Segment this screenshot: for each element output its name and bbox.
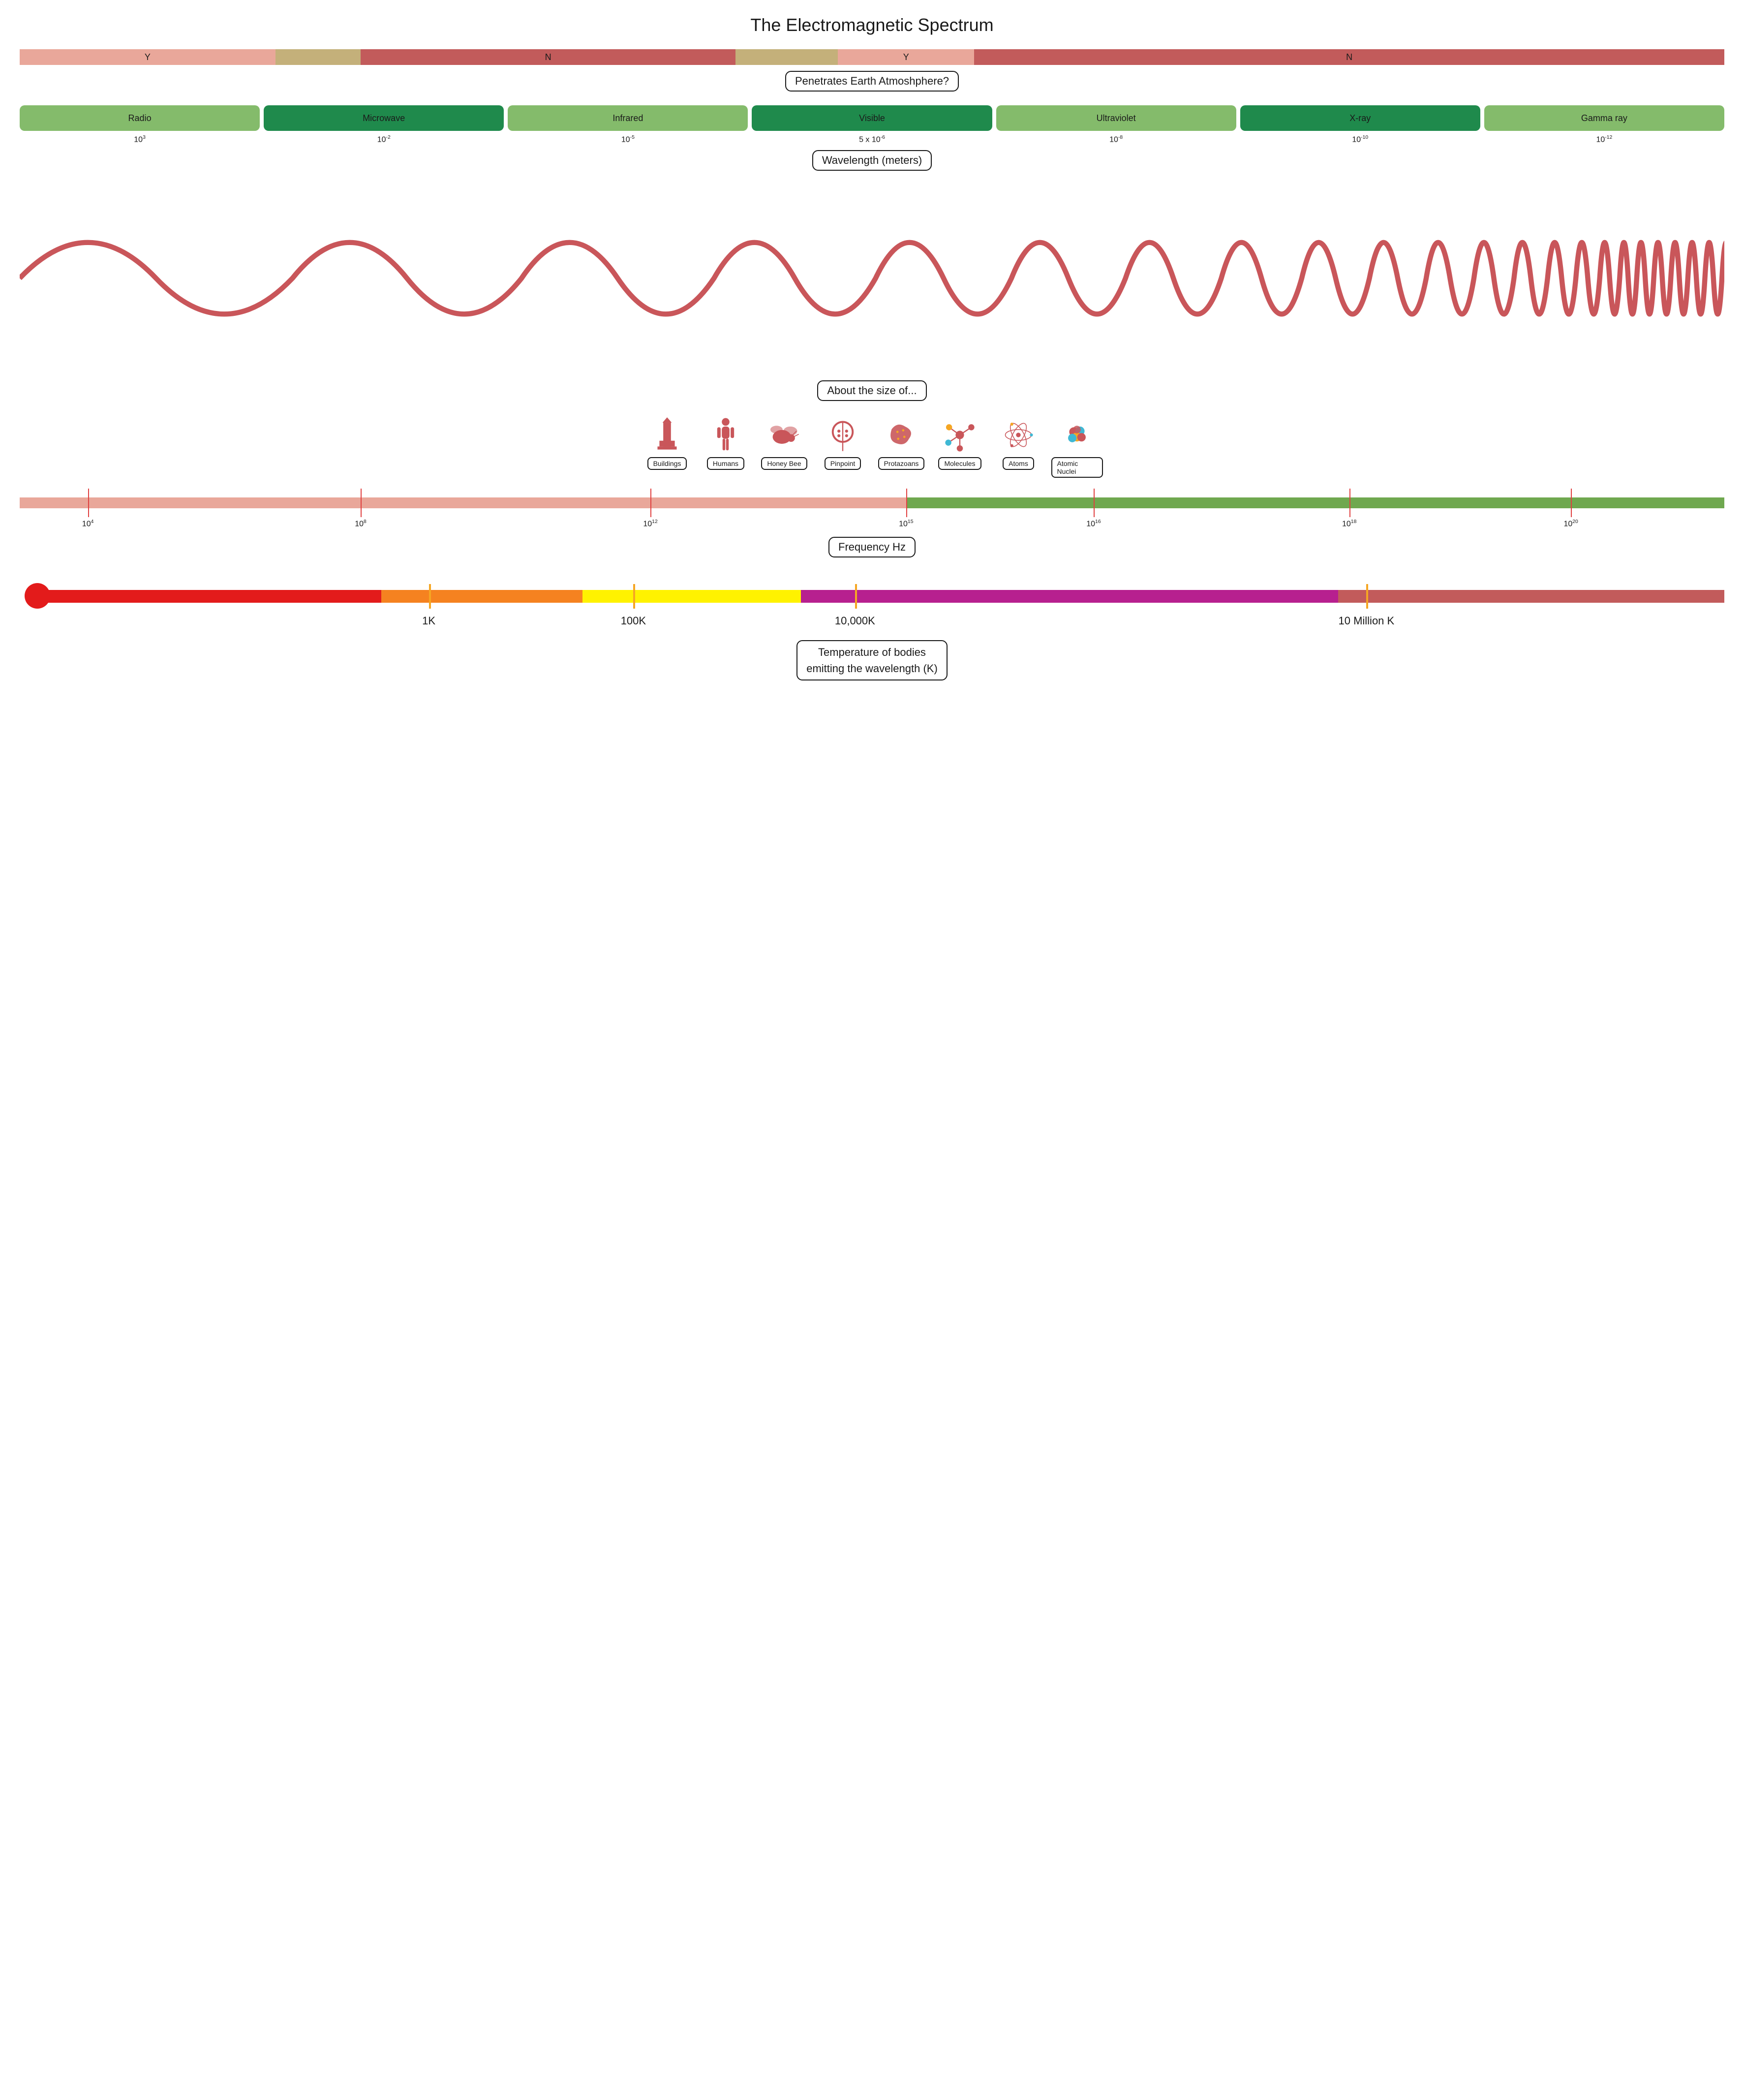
wavelength-values: 103 10-2 10-5 5 x 10-6 10-8 10-10 10-12 [20,135,1724,144]
size-item: Atomic Nuclei [1051,415,1103,478]
frequency-tick-label: 1018 [1342,519,1356,528]
wavelength-value: 10-10 [1240,135,1480,144]
protozoan-icon [876,415,927,454]
spectrum-band: Radio [20,105,260,131]
size-item-label: Pinpoint [825,457,861,470]
frequency-tick-label: 108 [355,519,367,528]
thermo-segment [45,590,381,603]
penetration-bar: YNYN [20,49,1724,65]
thermo-tick-label: 100K [621,615,646,627]
thermo-segment [582,590,801,603]
temperature-label: Temperature of bodiesemitting the wavele… [796,640,948,680]
size-item: Buildings [642,415,693,478]
penetration-segment [275,49,361,65]
spectrum-band: Ultraviolet [996,105,1236,131]
thermo-tick [429,584,431,609]
size-item: Pinpoint [817,415,869,478]
frequency-tick-label: 104 [82,519,94,528]
frequency-segment [20,497,906,508]
frequency-section [20,497,1724,508]
wavelength-label: Wavelength (meters) [812,150,932,171]
size-item-label: Protazoans [878,457,925,470]
thermo-tick [1366,584,1368,609]
spectrum-band: Microwave [264,105,504,131]
size-item-label: Atoms [1003,457,1034,470]
size-item: Honey Bee [759,415,810,478]
molecule-icon [934,415,986,454]
penetration-segment: N [974,49,1724,65]
building-icon [642,415,693,454]
penetration-label: Penetrates Earth Atmoshphere? [785,71,959,92]
penetration-segment: N [361,49,735,65]
penetration-segment: Y [838,49,974,65]
thermo-tick [633,584,635,609]
size-item-label: Atomic Nuclei [1051,457,1103,478]
thermo-segment [381,590,583,603]
human-icon [700,415,752,454]
page-title: The Electromagnetic Spectrum [20,15,1724,35]
size-item-label: Honey Bee [761,457,807,470]
penetration-segment [735,49,838,65]
temperature-labels: 1K 100K 10,000K 10 Million K [20,615,1724,629]
spectrum-band: Gamma ray [1484,105,1724,131]
spectrum-band: Infrared [508,105,748,131]
size-item: Atoms [993,415,1044,478]
wavelength-value: 10-8 [996,135,1236,144]
wave-diagram [20,185,1724,374]
spectrum-band: Visible [752,105,992,131]
size-item-label: Humans [707,457,744,470]
temperature-thermometer [20,581,1724,611]
frequency-labels: 104 108 1012 1015 1016 1018 1020 [20,519,1724,531]
frequency-bar [20,497,1724,508]
spectrum-band: X-ray [1240,105,1480,131]
frequency-tick-label: 1016 [1086,519,1101,528]
size-item-label: Buildings [647,457,687,470]
size-item: Protazoans [876,415,927,478]
frequency-label: Frequency Hz [828,537,916,557]
pinpoint-icon [817,415,869,454]
frequency-tick-label: 1015 [899,519,913,528]
thermo-tick [855,584,857,609]
size-item-label: Molecules [938,457,981,470]
frequency-tick-label: 1020 [1563,519,1578,528]
thermo-segment [801,590,1338,603]
penetration-segment: Y [20,49,275,65]
size-item: Humans [700,415,752,478]
bee-icon [759,415,810,454]
thermometer-bar [45,590,1724,603]
atom-icon [993,415,1044,454]
thermo-tick-label: 10 Million K [1338,615,1394,627]
wavelength-value: 103 [20,135,260,144]
thermo-tick-label: 10,000K [835,615,875,627]
nucleus-icon [1051,415,1103,454]
wavelength-value: 10-2 [264,135,504,144]
size-label: About the size of... [817,380,926,401]
frequency-tick-label: 1012 [643,519,657,528]
spectrum-bands: RadioMicrowaveInfraredVisibleUltraviolet… [20,105,1724,131]
wavelength-value: 5 x 10-6 [752,135,992,144]
wavelength-value: 10-12 [1484,135,1724,144]
wavelength-value: 10-5 [508,135,748,144]
thermo-tick-label: 1K [422,615,435,627]
size-icons-row: Buildings Humans Honey Bee Pinpoint Protazoa… [20,415,1724,478]
thermo-segment [1338,590,1724,603]
size-item: Molecules [934,415,986,478]
frequency-segment [906,497,1724,508]
